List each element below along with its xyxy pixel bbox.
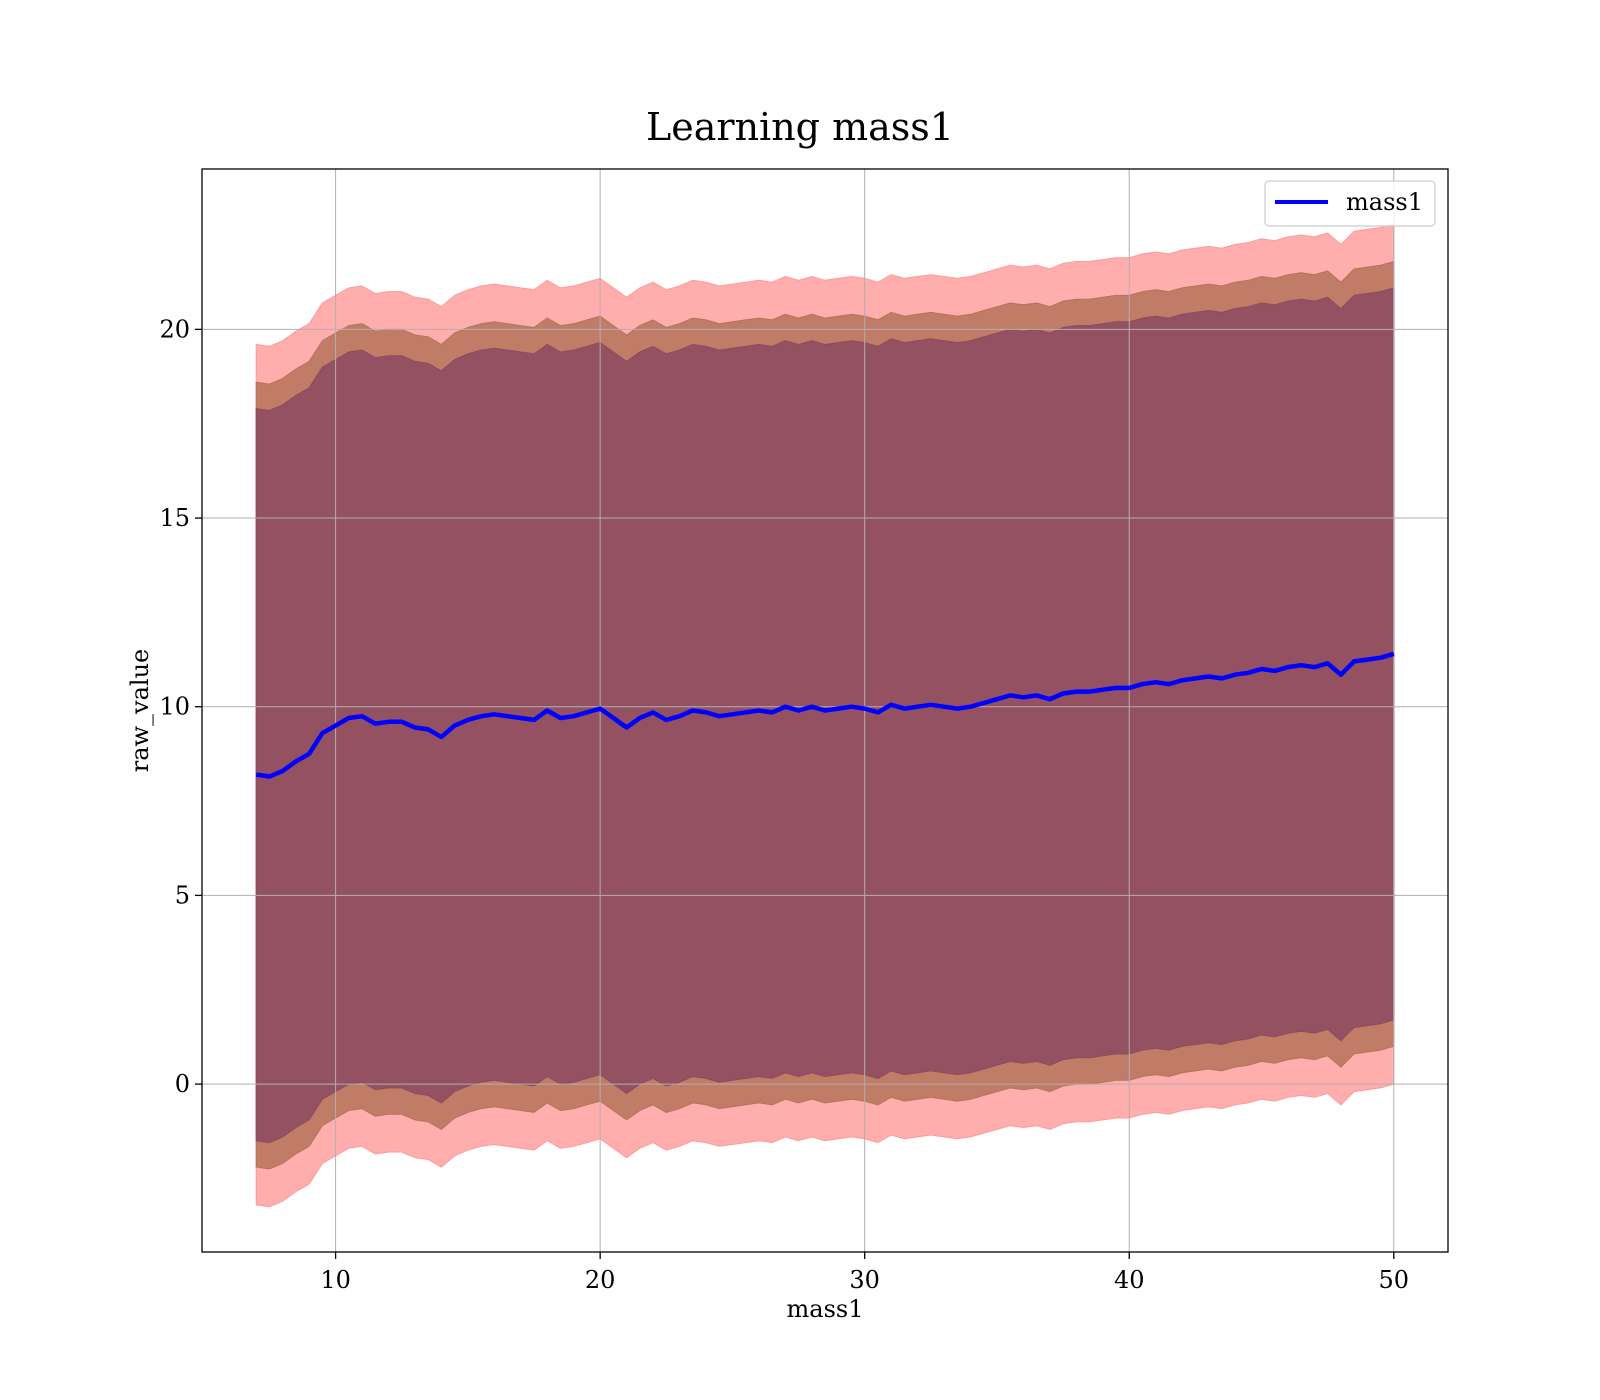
x-tick-label: 50 — [1378, 1266, 1409, 1294]
legend-box — [1264, 180, 1436, 227]
y-tick-label: 10 — [159, 693, 190, 721]
y-tick-label: 0 — [175, 1070, 190, 1098]
x-tick-label: 30 — [849, 1266, 880, 1294]
x-axis-label: mass1 — [787, 1295, 864, 1323]
x-tick-label: 40 — [1114, 1266, 1145, 1294]
band-inner — [255, 287, 1395, 1144]
plot-frame — [201, 168, 1449, 1253]
grid — [202, 169, 1448, 1252]
legend-label-mass1: mass1 — [1346, 188, 1423, 216]
y-tick-label: 15 — [159, 504, 190, 532]
y-axis-label: raw_value — [126, 649, 154, 773]
y-tick-label: 5 — [175, 881, 190, 909]
chart-title: Learning mass1 — [646, 105, 954, 149]
x-tick-label: 20 — [585, 1266, 616, 1294]
x-tick-label: 10 — [320, 1266, 351, 1294]
plot-area — [201, 168, 1449, 1253]
x-axis-ticks: 10 20 30 40 50 — [320, 1252, 1409, 1294]
y-axis-ticks: 0 5 10 15 20 — [159, 315, 202, 1098]
confidence-bands — [255, 223, 1395, 1208]
series-line-mass1 — [255, 651, 1395, 779]
legend: mass1 — [1264, 180, 1436, 227]
y-tick-label: 20 — [159, 315, 190, 343]
